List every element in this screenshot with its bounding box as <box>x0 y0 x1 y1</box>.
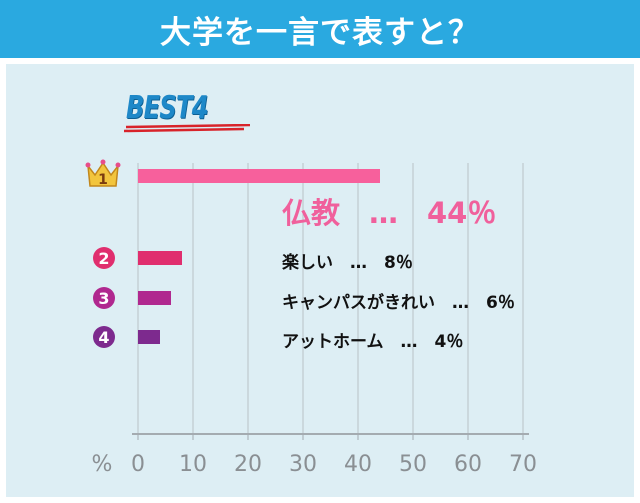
rank-icons: 1 2 3 4 <box>85 159 121 348</box>
grid-lines <box>137 163 524 434</box>
rank-number: 3 <box>98 289 109 308</box>
x-tick-label: 50 <box>399 452 427 477</box>
bar <box>138 330 160 344</box>
number-circle-icon: 3 <box>93 287 115 309</box>
title-bar: 大学を一言で表すと？ <box>0 0 640 58</box>
bars <box>138 169 380 344</box>
page-title: 大学を一言で表すと？ <box>160 14 480 51</box>
bar <box>138 169 380 183</box>
number-circle-icon: 2 <box>93 247 115 269</box>
rank-number: 4 <box>98 328 109 347</box>
item-label-4: アットホーム … 4％ <box>282 332 464 352</box>
x-tick-label: 30 <box>289 452 317 477</box>
x-tick-label: 10 <box>179 452 207 477</box>
number-circle-icon: 4 <box>93 326 115 348</box>
item-label-2: 楽しい … 8％ <box>282 253 413 273</box>
x-tick-label: 40 <box>344 452 372 477</box>
rank-number: 2 <box>98 249 109 268</box>
best-heading: BEST4 <box>126 90 209 126</box>
crown-icon: 1 <box>85 159 121 188</box>
chart-panel <box>6 64 634 497</box>
rank-number: 1 <box>98 172 108 188</box>
bar <box>138 251 182 265</box>
x-axis-unit-label: % <box>92 452 113 477</box>
item-label-3: キャンパスがきれい … 6％ <box>282 293 515 313</box>
item-label-1: 仏教 … 44％ <box>282 196 497 230</box>
best-underline <box>124 124 251 133</box>
x-tick-label: 0 <box>131 452 145 477</box>
x-tick-label: 20 <box>234 452 262 477</box>
x-tick-label: 70 <box>509 452 537 477</box>
x-axis: 0 10 20 30 40 50 60 70% <box>92 433 537 477</box>
bar <box>138 291 171 305</box>
x-tick-label: 60 <box>454 452 482 477</box>
